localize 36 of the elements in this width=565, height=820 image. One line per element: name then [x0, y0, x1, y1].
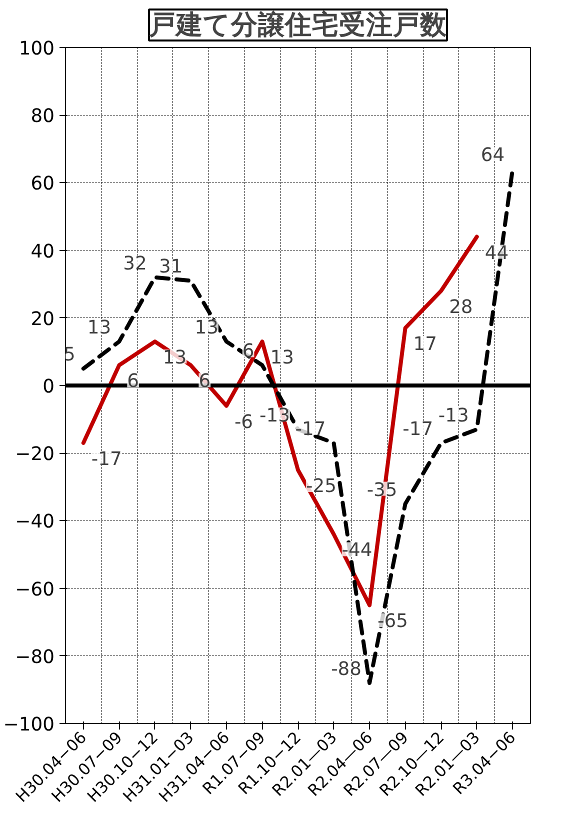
data-label: -88 — [331, 658, 362, 680]
y-tick-label: −40 — [15, 512, 55, 533]
data-label: 17 — [413, 334, 438, 356]
y-tick-label: 60 — [30, 174, 55, 195]
data-label: -6 — [234, 412, 254, 433]
y-tick-label: −80 — [15, 646, 55, 668]
data-label: -13 — [260, 405, 290, 426]
line-series — [81, 234, 479, 608]
data-label: -17 — [91, 448, 122, 470]
data-label: 31 — [158, 256, 183, 278]
data-label: 6 — [127, 371, 140, 392]
data-label: -17 — [295, 418, 326, 440]
y-tick-label: 80 — [30, 106, 55, 128]
data-label: -25 — [306, 476, 336, 497]
data-label: -35 — [366, 480, 398, 501]
y-tick-label: 0 — [42, 376, 55, 398]
y-tick-label: −20 — [15, 444, 55, 466]
data-label: 6 — [198, 371, 211, 392]
data-label: 13 — [270, 348, 294, 369]
data-label: 64 — [480, 145, 505, 166]
data-label: 28 — [449, 296, 473, 318]
y-tick-label: 100 — [18, 38, 54, 60]
data-label: 13 — [194, 318, 218, 339]
data-label: 13 — [87, 318, 112, 339]
data-label: 6 — [242, 341, 254, 362]
data-label: 44 — [484, 242, 509, 264]
y-tick-label: 20 — [30, 308, 55, 330]
data-label: -65 — [378, 611, 408, 632]
data-label: 13 — [162, 348, 187, 369]
data-label: -17 — [402, 418, 434, 440]
y-tick-label: −100 — [3, 714, 55, 736]
data-label: -13 — [438, 405, 469, 426]
y-tick-label: −60 — [15, 579, 55, 600]
data-label: -44 — [342, 540, 372, 562]
y-tick-label: 40 — [30, 241, 55, 262]
data-label: 32 — [123, 253, 147, 274]
